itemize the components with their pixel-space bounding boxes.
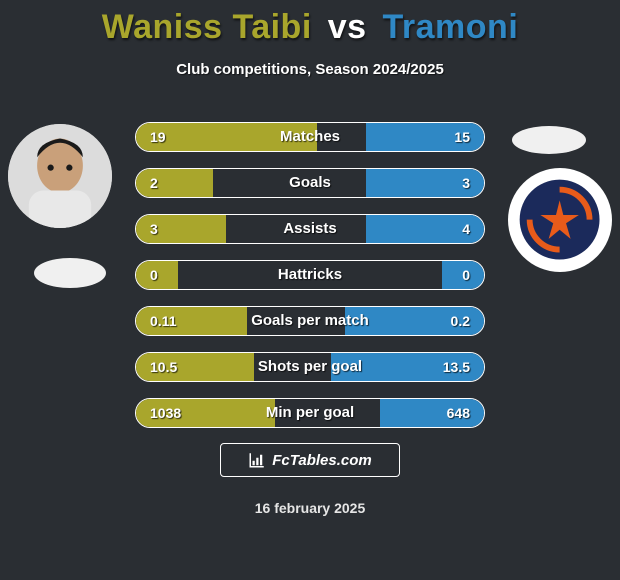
stat-row: 00Hattricks [135, 260, 485, 290]
subtitle: Club competitions, Season 2024/2025 [0, 61, 620, 78]
vs-label: vs [328, 8, 367, 46]
stat-label: Assists [136, 215, 484, 244]
stat-row: 34Assists [135, 214, 485, 244]
stat-label: Shots per goal [136, 353, 484, 382]
club-crest-icon [518, 178, 601, 261]
stat-label: Matches [136, 123, 484, 152]
stat-label: Min per goal [136, 399, 484, 428]
stat-label: Goals per match [136, 307, 484, 336]
stat-row: 23Goals [135, 168, 485, 198]
footer-date: 16 february 2025 [0, 500, 620, 516]
player1-name: Waniss Taibi [102, 8, 312, 46]
stat-label: Hattricks [136, 261, 484, 290]
player2-club-crest [508, 168, 612, 272]
stat-label: Goals [136, 169, 484, 198]
stat-rows-container: 1915Matches 23Goals 34Assists 00Hattricks 0.… [135, 122, 485, 444]
player1-avatar [8, 124, 112, 228]
stat-row: 1915Matches [135, 122, 485, 152]
stat-row: 10.513.5Shots per goal [135, 352, 485, 382]
player1-flag [34, 258, 106, 288]
chart-icon [248, 451, 266, 469]
stat-row: 0.110.2Goals per match [135, 306, 485, 336]
footer-logo: FcTables.com [220, 443, 400, 477]
comparison-title: Waniss Taibi vs Tramoni [0, 0, 620, 47]
stat-row: 1038648Min per goal [135, 398, 485, 428]
footer-logo-text: FcTables.com [272, 452, 371, 469]
player-photo-placeholder [8, 124, 112, 228]
player2-name: Tramoni [383, 8, 519, 46]
player2-flag [512, 126, 586, 154]
